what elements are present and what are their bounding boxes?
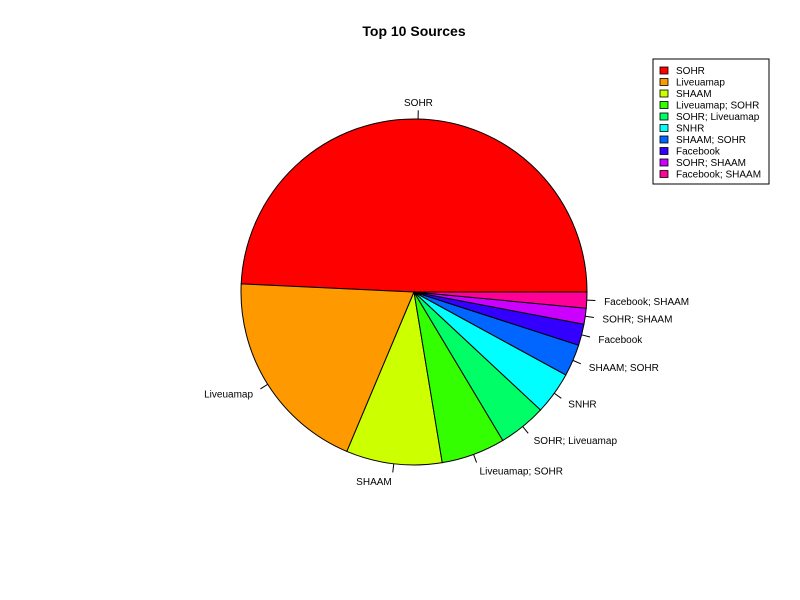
legend-label-shaam-sohr: SHAAM; SOHR <box>676 135 746 146</box>
legend-swatch-snhr <box>659 124 669 132</box>
label-tick-shaam <box>392 463 395 473</box>
label-tick-facebook <box>581 334 591 338</box>
legend-label-liveuamap: Liveuamap <box>676 78 725 89</box>
slice-label-facebook-shaam: Facebook; SHAAM <box>604 297 689 308</box>
legend-label-sohr: SOHR <box>676 66 705 77</box>
slice-shaam <box>346 290 443 466</box>
legend-box <box>652 58 770 185</box>
legend-swatch-facebook-shaam <box>659 170 669 178</box>
pie-slices <box>240 118 588 466</box>
slice-label-sohr-liveuamap: SOHR; Liveuamap <box>534 436 618 447</box>
label-tick-liveuamap <box>260 383 268 390</box>
label-tick-liveuamap-sohr <box>473 454 478 463</box>
legend-swatch-liveuamap-sohr <box>659 101 669 109</box>
slice-label-sohr-shaam: SOHR; SHAAM <box>602 315 672 326</box>
legend-swatch-shaam-sohr <box>659 135 669 144</box>
slice-label-facebook: Facebook <box>598 335 643 346</box>
legend-label-sohr-shaam: SOHR; SHAAM <box>676 158 746 169</box>
legend-swatch-sohr-shaam <box>659 158 669 167</box>
label-tick-sohr-shaam <box>585 315 594 318</box>
legend-label-sohr-liveuamap: SOHR; Liveuamap <box>676 112 760 123</box>
slice-label-shaam-sohr: SHAAM; SOHR <box>589 363 659 374</box>
chart-title: Top 10 Sources <box>362 23 465 39</box>
slice-labels: SOHR Liveuamap SHAAM Liveuamap; SOHR SOHR; L… <box>204 98 689 488</box>
legend-label-facebook-shaam: Facebook; SHAAM <box>676 170 761 181</box>
slice-sohr <box>240 118 588 293</box>
slice-label-snhr: SNHR <box>568 399 596 410</box>
legend-label-shaam: SHAAM <box>676 89 712 100</box>
legend-swatch-facebook <box>659 147 669 155</box>
label-tick-shaam-sohr <box>572 359 582 365</box>
legend-label-snhr: SNHR <box>676 124 704 135</box>
legend-swatch-shaam <box>659 89 669 98</box>
label-tick-sohr-liveuamap <box>522 426 529 434</box>
slice-label-liveuamap-sohr: Liveuamap; SOHR <box>480 467 563 478</box>
label-tick-snhr <box>553 392 562 399</box>
slice-label-shaam: SHAAM <box>356 477 392 488</box>
legend-swatch-sohr-liveuamap <box>659 112 669 121</box>
legend-label-facebook: Facebook <box>676 147 721 158</box>
legend-label-liveuamap-sohr: Liveuamap; SOHR <box>676 101 759 112</box>
slice-liveuamap <box>240 283 415 453</box>
legend-swatch-liveuamap <box>659 78 669 86</box>
slice-label-sohr: SOHR <box>404 98 433 109</box>
slice-label-liveuamap: Liveuamap <box>204 390 253 401</box>
legend-swatch-sohr <box>659 66 669 75</box>
